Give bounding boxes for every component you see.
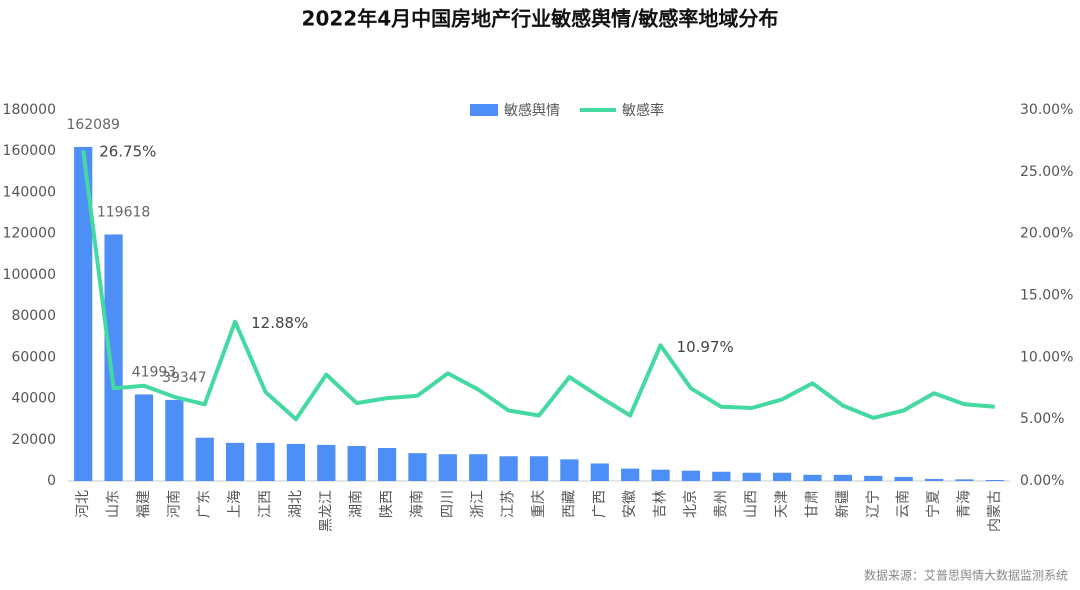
value-label: 26.75% [99,143,156,161]
x-tick-label: 贵州 [713,490,729,518]
y-tick-label: 180000 [3,102,56,118]
x-tick-label: 广西 [592,490,608,518]
x-tick-label: 宁夏 [925,490,942,518]
bar [469,454,488,481]
bar [377,448,397,481]
y-tick-label: 80000 [11,308,56,324]
y-tick-label: 40000 [11,391,56,407]
bar [438,454,457,481]
bar [651,469,670,481]
x-tick-label: 广东 [197,490,213,518]
y2-tick-label: 30.00% [1020,102,1073,118]
chart-title: 2022年4月中国房地产行业敏感舆情/敏感率地域分布 [302,7,779,31]
bar [529,456,549,481]
x-tick-label: 湖南 [349,490,365,518]
bar [347,445,366,481]
x-tick-label: 山东 [106,490,122,518]
bar [165,399,184,481]
bar [256,442,275,481]
legend-label: 敏感率 [622,102,664,119]
x-tick-label: 重庆 [531,490,547,518]
line [81,149,995,422]
x-tick-label: 黑龙江 [318,490,334,532]
y-tick-label: 160000 [3,143,56,159]
value-label: 39347 [162,370,207,386]
x-tick-label: 安徽 [622,490,638,518]
bar [894,476,913,481]
source-note: 数据来源：艾普思舆情大数据监测系统 [864,568,1068,583]
value-label: 119618 [97,204,150,220]
x-tick-label: 天津 [774,490,790,518]
x-tick-label: 青海 [956,490,972,518]
y2-tick-label: 0.00% [1020,473,1064,489]
bar [74,146,93,481]
value-label: 12.88% [251,314,308,332]
bar [195,437,214,481]
x-tick-label: 吉林 [653,490,669,518]
bar [742,472,761,481]
y2-tick-label: 15.00% [1020,288,1073,304]
bar [955,479,974,481]
x-tick-label: 上海 [227,490,243,518]
y-tick-label: 0 [47,473,56,489]
x-tick-label: 四川 [440,490,456,518]
x-tick-label: 北京 [683,490,699,518]
x-tick-label: 河南 [166,490,182,518]
value-label: 162089 [66,117,119,133]
bar [590,463,609,481]
bar [134,394,154,481]
x-tick-label: 海南 [409,490,425,518]
x-tick-label: 山西 [744,490,760,518]
x-tick-label: 湖北 [288,490,304,518]
x-tick-label: 新疆 [835,490,851,518]
y-tick-label: 100000 [3,267,56,283]
y-tick-label: 120000 [3,226,56,242]
bar [803,474,822,481]
x-tick-label: 福建 [136,490,152,518]
y-tick-label: 60000 [11,349,56,365]
x-tick-label: 内蒙古 [987,490,1003,532]
x-tick-label: 浙江 [470,490,486,518]
x-tick-label: 云南 [896,490,912,518]
y-tick-label: 20000 [11,432,56,448]
legend-swatch [470,104,498,116]
x-tick-label: 河北 [75,490,91,518]
x-tick-label: 江苏 [501,490,517,518]
y2-tick-label: 5.00% [1020,411,1064,427]
bar [712,471,731,481]
legend-label: 敏感舆情 [504,102,560,119]
bar [833,474,852,481]
x-tick-label: 陕西 [379,490,395,518]
value-label: 41993 [132,364,177,380]
bar [864,475,883,481]
y2-tick-label: 25.00% [1020,164,1073,180]
bar [560,459,579,481]
x-tick-label: 西藏 [561,490,577,518]
bar [681,470,701,481]
bar [317,444,336,481]
bar [924,478,944,481]
bar [772,472,792,481]
x-tick-label: 甘肃 [804,490,820,518]
x-tick-label: 辽宁 [864,490,881,518]
bar [408,453,427,481]
y2-tick-label: 10.00% [1020,349,1073,365]
bar [985,479,1004,481]
y2-tick-label: 20.00% [1020,226,1073,242]
bar [499,456,518,481]
bar [104,234,123,481]
bar [621,468,640,481]
x-tick-label: 江西 [258,490,274,518]
bar [286,443,306,481]
value-label: 10.97% [677,338,734,356]
y-tick-label: 140000 [3,184,56,200]
bar [226,442,245,481]
